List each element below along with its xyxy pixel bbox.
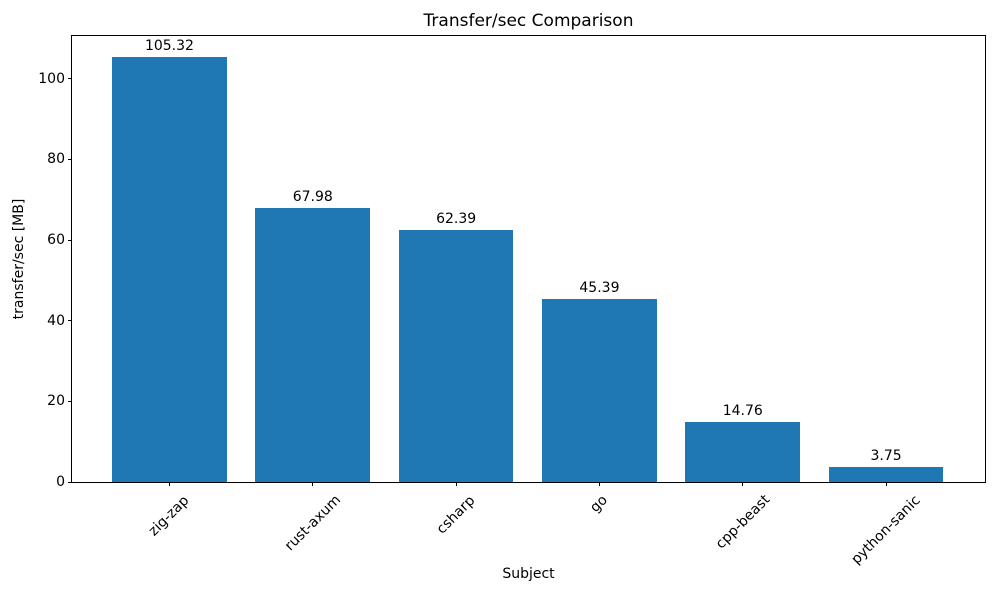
x-axis-label: Subject (502, 566, 555, 582)
bar-cpp-beast (685, 422, 801, 482)
bar-csharp (398, 230, 514, 482)
bar-value-label: 105.32 (144, 38, 194, 55)
bar-value-label: 67.98 (292, 188, 333, 205)
bar-zig-zap (112, 57, 227, 482)
y-axis-label: transfer/sec [MB] (11, 198, 27, 320)
bar-value-label: 14.76 (722, 403, 763, 420)
bar-rust-axum (255, 207, 371, 482)
bar-go (542, 298, 657, 482)
chart-title: Transfer/sec Comparison (423, 11, 634, 31)
bar-value-label: 62.39 (436, 211, 477, 228)
bar-value-label: 45.39 (579, 279, 620, 296)
bar-value-label: 3.75 (870, 447, 902, 464)
bar-python-sanic (828, 466, 944, 482)
